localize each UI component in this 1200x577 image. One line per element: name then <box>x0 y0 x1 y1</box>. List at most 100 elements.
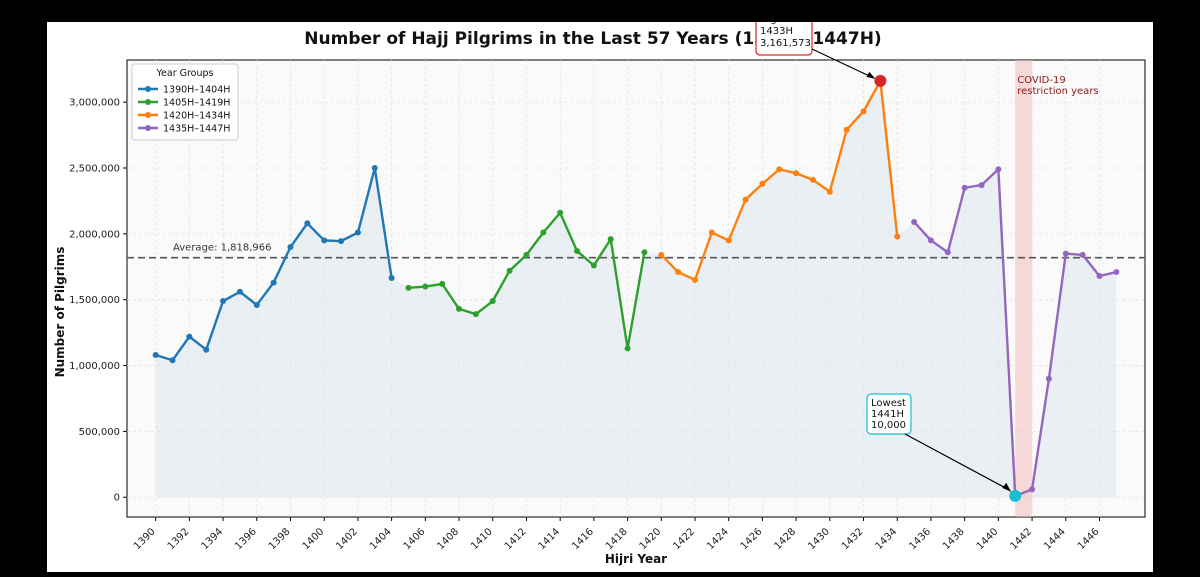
data-point <box>371 164 378 171</box>
data-point <box>708 229 715 236</box>
x-tick-label: 1430 <box>806 526 832 552</box>
legend-swatch-marker <box>145 112 151 118</box>
x-tick-label: 1392 <box>166 526 192 552</box>
x-tick-label: 1416 <box>570 526 596 552</box>
x-axis-title: Hijri Year <box>605 552 667 566</box>
x-tick-label: 1438 <box>941 526 967 552</box>
data-point <box>658 251 665 258</box>
x-tick-label: 1418 <box>604 526 630 552</box>
x-tick-label: 1420 <box>638 526 664 552</box>
average-label: Average: 1,818,966 <box>173 243 272 254</box>
data-point <box>995 166 1002 173</box>
x-tick-label: 1412 <box>503 526 529 552</box>
data-point <box>287 244 294 251</box>
covid-band-label: restriction years <box>1017 86 1098 97</box>
covid-band-label: COVID-19 <box>1017 75 1066 86</box>
series-lines <box>152 77 1120 499</box>
y-tick-label: 500,000 <box>79 427 120 438</box>
data-point <box>776 166 783 173</box>
data-point <box>574 247 581 254</box>
data-point <box>793 170 800 177</box>
x-tick-label: 1424 <box>705 526 731 552</box>
x-tick-label: 1390 <box>132 526 158 552</box>
data-point <box>675 269 682 276</box>
data-point <box>809 176 816 183</box>
x-tick-label: 1442 <box>1008 526 1034 552</box>
data-point <box>439 280 446 287</box>
highest-annotation-line: 1433H <box>760 26 793 37</box>
y-tick-label: 0 <box>114 493 120 504</box>
highest-annotation-box <box>755 22 813 56</box>
data-point <box>186 333 193 340</box>
x-tick-label: 1426 <box>739 526 765 552</box>
x-tick-label: 1414 <box>537 526 563 552</box>
x-tick-label: 1432 <box>840 526 866 552</box>
legend-entry-label: 1435H–1447H <box>163 124 230 135</box>
y-tick-label: 3,000,000 <box>69 98 120 109</box>
x-tick-label: 1394 <box>199 526 225 552</box>
data-point <box>405 284 412 291</box>
x-tick-label: 1400 <box>301 526 327 552</box>
x-tick-label: 1440 <box>975 526 1001 552</box>
data-point <box>860 108 867 115</box>
x-tick-label: 1428 <box>772 526 798 552</box>
data-point <box>894 233 901 240</box>
x-tick-label: 1436 <box>907 526 933 552</box>
data-point <box>1062 250 1069 257</box>
data-point <box>843 126 850 133</box>
lowest-annotation-line: Lowest <box>871 398 906 409</box>
data-point <box>759 180 766 187</box>
x-tick-label: 1402 <box>334 526 360 552</box>
legend-swatch-marker <box>145 86 151 92</box>
x-tick-label: 1396 <box>233 526 259 552</box>
legend-entry-label: 1420H–1434H <box>163 111 230 122</box>
hajj-pilgrims-chart: Number of Hajj Pilgrims in the Last 57 Y… <box>53 22 1146 566</box>
data-point <box>169 357 176 364</box>
covid-band-rect <box>1015 60 1033 517</box>
chart-figure: Number of Hajj Pilgrims in the Last 57 Y… <box>47 22 1153 572</box>
data-point <box>523 251 530 258</box>
y-tick-label: 1,000,000 <box>69 361 120 372</box>
lowest-marker <box>1009 489 1022 502</box>
data-point <box>911 218 918 225</box>
lowest-arrow-line <box>904 433 1010 491</box>
legend-entry-label: 1390H–1404H <box>163 85 230 96</box>
data-point <box>742 196 749 203</box>
data-point <box>978 182 985 189</box>
y-axis-title: Number of Pilgrims <box>53 247 67 378</box>
legend-swatch-marker <box>145 99 151 105</box>
data-point <box>388 274 395 281</box>
data-point <box>506 267 513 274</box>
lowest-annotation-line: 10,000 <box>871 420 906 431</box>
data-point <box>304 220 311 227</box>
data-point <box>1079 251 1086 258</box>
highest-arrow-head <box>866 71 876 79</box>
data-point <box>624 345 631 352</box>
x-tick-label: 1422 <box>671 526 697 552</box>
y-tick-label: 2,500,000 <box>69 163 120 174</box>
highest-arrow-line <box>811 48 874 79</box>
y-tick-label: 1,500,000 <box>69 295 120 306</box>
chart-title: Number of Hajj Pilgrims in the Last 57 Y… <box>304 29 881 49</box>
data-point <box>472 311 479 318</box>
data-point <box>152 352 159 359</box>
data-point <box>607 236 614 243</box>
lowest-annotation-line: 1441H <box>871 409 904 420</box>
x-tick-label: 1446 <box>1076 526 1102 552</box>
x-tick-label: 1444 <box>1042 526 1068 552</box>
x-tick-label: 1406 <box>402 526 428 552</box>
data-point <box>489 298 496 305</box>
data-point <box>1096 272 1103 279</box>
x-tick-label: 1408 <box>435 526 461 552</box>
highest-marker <box>874 74 887 87</box>
highest-annotation-line: Highest <box>760 22 798 25</box>
data-point <box>691 276 698 283</box>
data-point <box>253 301 260 308</box>
data-point <box>826 188 833 195</box>
data-point <box>944 249 951 256</box>
data-point <box>236 288 243 295</box>
lowest-arrow-head <box>1002 482 1012 492</box>
data-point <box>422 283 429 290</box>
